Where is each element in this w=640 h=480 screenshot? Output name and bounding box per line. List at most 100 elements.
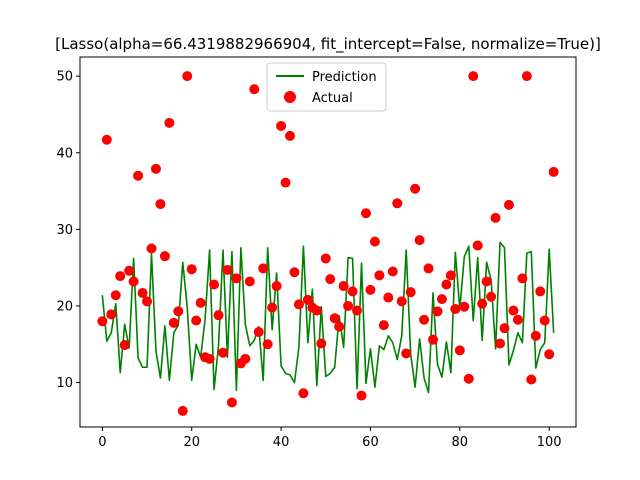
actual-point (182, 71, 193, 82)
actual-point (490, 212, 501, 223)
actual-point (280, 177, 291, 188)
actual-point (495, 338, 506, 349)
actual-point (459, 301, 470, 312)
axes-frame (79, 56, 577, 428)
actual-point (481, 276, 492, 287)
actual-point (472, 240, 483, 251)
actual-point (124, 265, 135, 276)
actual-point (383, 292, 394, 303)
actual-point (334, 321, 345, 332)
actual-point (378, 320, 389, 331)
actual-point (240, 353, 251, 364)
actual-point (159, 251, 170, 262)
y-tick-label: 40 (56, 146, 73, 161)
actual-point (517, 273, 528, 284)
actual-point (508, 305, 519, 316)
actual-point (276, 120, 287, 131)
actual-point (535, 286, 546, 297)
actual-point (253, 327, 264, 338)
actual-point (204, 353, 215, 364)
actual-point (168, 317, 179, 328)
actual-point (338, 281, 349, 292)
actual-point (526, 374, 537, 385)
actual-point (329, 313, 340, 324)
chart-title: [Lasso(alpha=66.4319882966904, fit_inter… (55, 35, 601, 54)
actual-point (195, 297, 206, 308)
actual-point (512, 314, 523, 325)
actual-point (173, 306, 184, 317)
y-tick-label: 10 (56, 376, 73, 391)
actual-point (244, 276, 255, 287)
actual-point (119, 340, 130, 351)
actual-point (401, 348, 412, 359)
actual-point (320, 253, 331, 264)
actual-point (155, 199, 166, 210)
actual-point (186, 264, 197, 275)
actual-point (325, 274, 336, 285)
y-tick-label: 50 (56, 70, 73, 85)
actual-point (285, 130, 296, 141)
actual-point (311, 305, 322, 316)
actual-point (548, 166, 559, 177)
actual-point (298, 388, 309, 399)
actual-point (267, 302, 278, 313)
actual-point (463, 373, 474, 384)
plot-area (97, 71, 559, 416)
actual-point (249, 84, 260, 95)
actual-point (222, 264, 233, 275)
actual-point (226, 397, 237, 408)
actual-point (369, 236, 380, 247)
actual-point (150, 163, 161, 174)
axes: 0 20 40 60 80 100 10 20 30 40 50 (56, 56, 577, 450)
actual-point (356, 390, 367, 401)
actual-point (177, 405, 188, 416)
actual-point (343, 300, 354, 311)
actual-point (101, 134, 112, 145)
x-tick-label: 40 (273, 435, 290, 450)
actual-point (445, 270, 456, 281)
actual-point (387, 266, 398, 277)
actual-point (258, 263, 269, 274)
actual-point (213, 310, 224, 321)
actual-point (191, 315, 202, 326)
actual-point (217, 347, 228, 358)
y-tick-label: 30 (56, 223, 73, 238)
actual-point (316, 338, 327, 349)
actual-point (539, 315, 550, 326)
actual-point (544, 349, 555, 360)
actual-point (441, 279, 452, 290)
legend-actual-swatch (284, 91, 296, 103)
actual-point (365, 284, 376, 295)
actual-point (530, 330, 541, 341)
actual-point (454, 345, 465, 356)
actual-point (477, 298, 488, 309)
actual-point (97, 316, 108, 327)
x-tick-label: 0 (98, 435, 106, 450)
actual-point (414, 235, 425, 246)
actual-point (396, 296, 407, 307)
actual-point (499, 323, 510, 334)
actual-point (110, 290, 121, 301)
actual-point (405, 287, 416, 298)
actual-point (436, 294, 447, 305)
actual-point (289, 267, 300, 278)
actual-point (503, 199, 514, 210)
actual-point (419, 314, 430, 325)
actual-point (142, 296, 153, 307)
x-tick-label: 20 (183, 435, 200, 450)
actual-point (352, 305, 363, 316)
actual-point (115, 271, 126, 282)
actual-point (428, 334, 439, 345)
actual-point (302, 294, 313, 305)
actual-point (146, 243, 157, 254)
x-tick-label: 80 (452, 435, 469, 450)
actual-point (106, 309, 117, 320)
actual-point (374, 270, 385, 281)
actual-point (450, 304, 461, 315)
actual-point (128, 276, 139, 287)
actual-point (137, 287, 148, 298)
actual-point (164, 117, 175, 128)
actual-point (410, 183, 421, 194)
actual-point (133, 170, 144, 181)
actual-point (486, 291, 497, 302)
